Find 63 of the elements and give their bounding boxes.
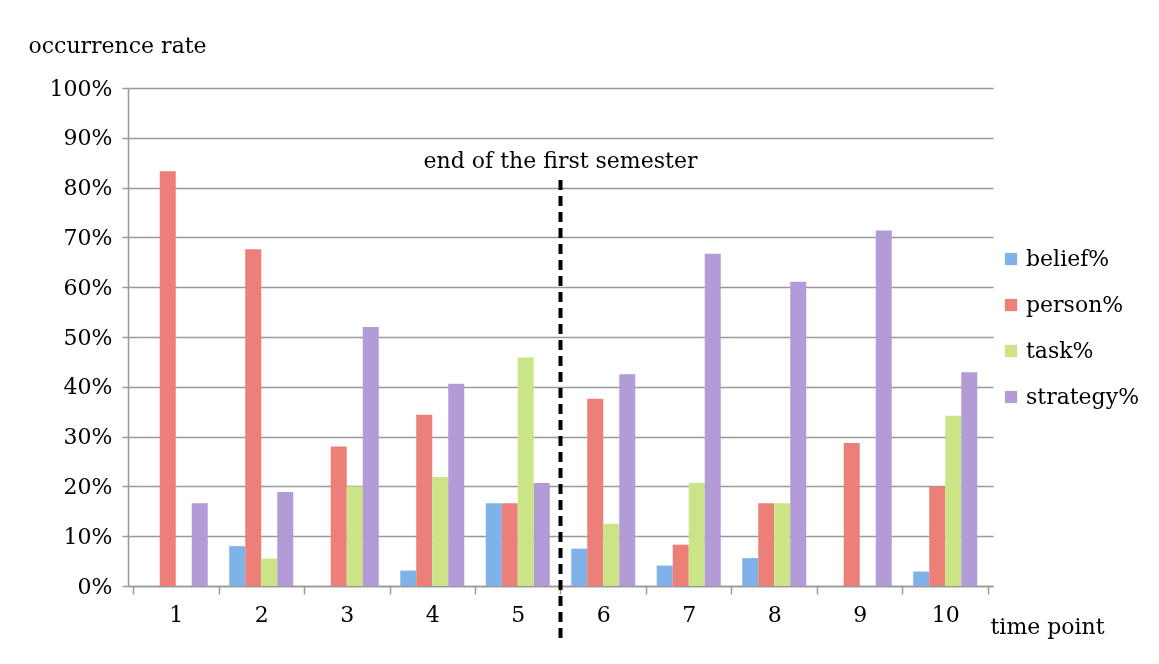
legend-label: belief%: [1026, 246, 1110, 271]
y-tick-label: 30%: [63, 424, 113, 450]
bar: [945, 415, 962, 586]
bar: [913, 571, 930, 586]
x-tick-label: 4: [425, 601, 440, 627]
x-tick-label: 7: [682, 601, 697, 627]
bar: [346, 486, 363, 586]
bar: [517, 357, 534, 586]
bar: [774, 503, 791, 586]
x-tick-label: 5: [511, 601, 526, 627]
bar: [330, 446, 347, 586]
bar: [929, 486, 946, 586]
bar: [961, 372, 978, 586]
bar: [362, 327, 379, 586]
x-tick-label: 3: [340, 601, 355, 627]
bar: [875, 230, 892, 586]
bar: [587, 398, 604, 586]
bar: [400, 570, 417, 586]
ref-line-label: end of the first semester: [423, 148, 698, 173]
bar: [704, 253, 721, 586]
x-tick-label: 8: [767, 601, 782, 627]
bar: [742, 558, 759, 586]
bar: [245, 249, 262, 586]
bar: [619, 374, 636, 586]
legend-label: person%: [1026, 292, 1124, 317]
bar: [432, 476, 449, 586]
bar: [448, 383, 465, 586]
legend-label: task%: [1026, 338, 1094, 363]
bar: [656, 565, 673, 586]
y-tick-label: 0%: [77, 573, 113, 599]
bar: [191, 503, 208, 586]
y-tick-label: 50%: [63, 324, 113, 350]
bar: [843, 443, 860, 586]
y-tick-label: 80%: [63, 175, 113, 201]
y-tick-label: 10%: [63, 523, 113, 549]
y-tick-label: 70%: [63, 224, 113, 250]
x-axis-title: time point: [990, 613, 1105, 639]
bar: [485, 503, 502, 586]
bar: [758, 503, 775, 586]
bar: [533, 482, 550, 586]
bar: [688, 482, 705, 586]
x-tick-label: 9: [853, 601, 868, 627]
y-axis-title: occurrence rate: [28, 32, 207, 58]
bar: [571, 548, 588, 586]
y-tick-label: 60%: [63, 274, 113, 300]
x-tick-label: 10: [931, 601, 960, 627]
bar: [277, 491, 294, 586]
bar: [159, 171, 176, 586]
y-tick-label: 90%: [63, 125, 113, 151]
bar: [501, 503, 518, 586]
bar: [416, 414, 433, 586]
bar: [261, 558, 278, 586]
y-tick-label: 20%: [63, 473, 113, 499]
bar: [229, 546, 246, 586]
y-tick-label: 100%: [49, 75, 113, 101]
x-tick-label: 6: [596, 601, 611, 627]
y-tick-label: 40%: [63, 374, 113, 400]
x-tick-label: 2: [254, 601, 269, 627]
bar: [672, 544, 689, 586]
legend-label: strategy%: [1026, 384, 1140, 409]
bar: [790, 281, 807, 586]
x-tick-label: 1: [169, 601, 184, 627]
bar: [603, 523, 620, 586]
